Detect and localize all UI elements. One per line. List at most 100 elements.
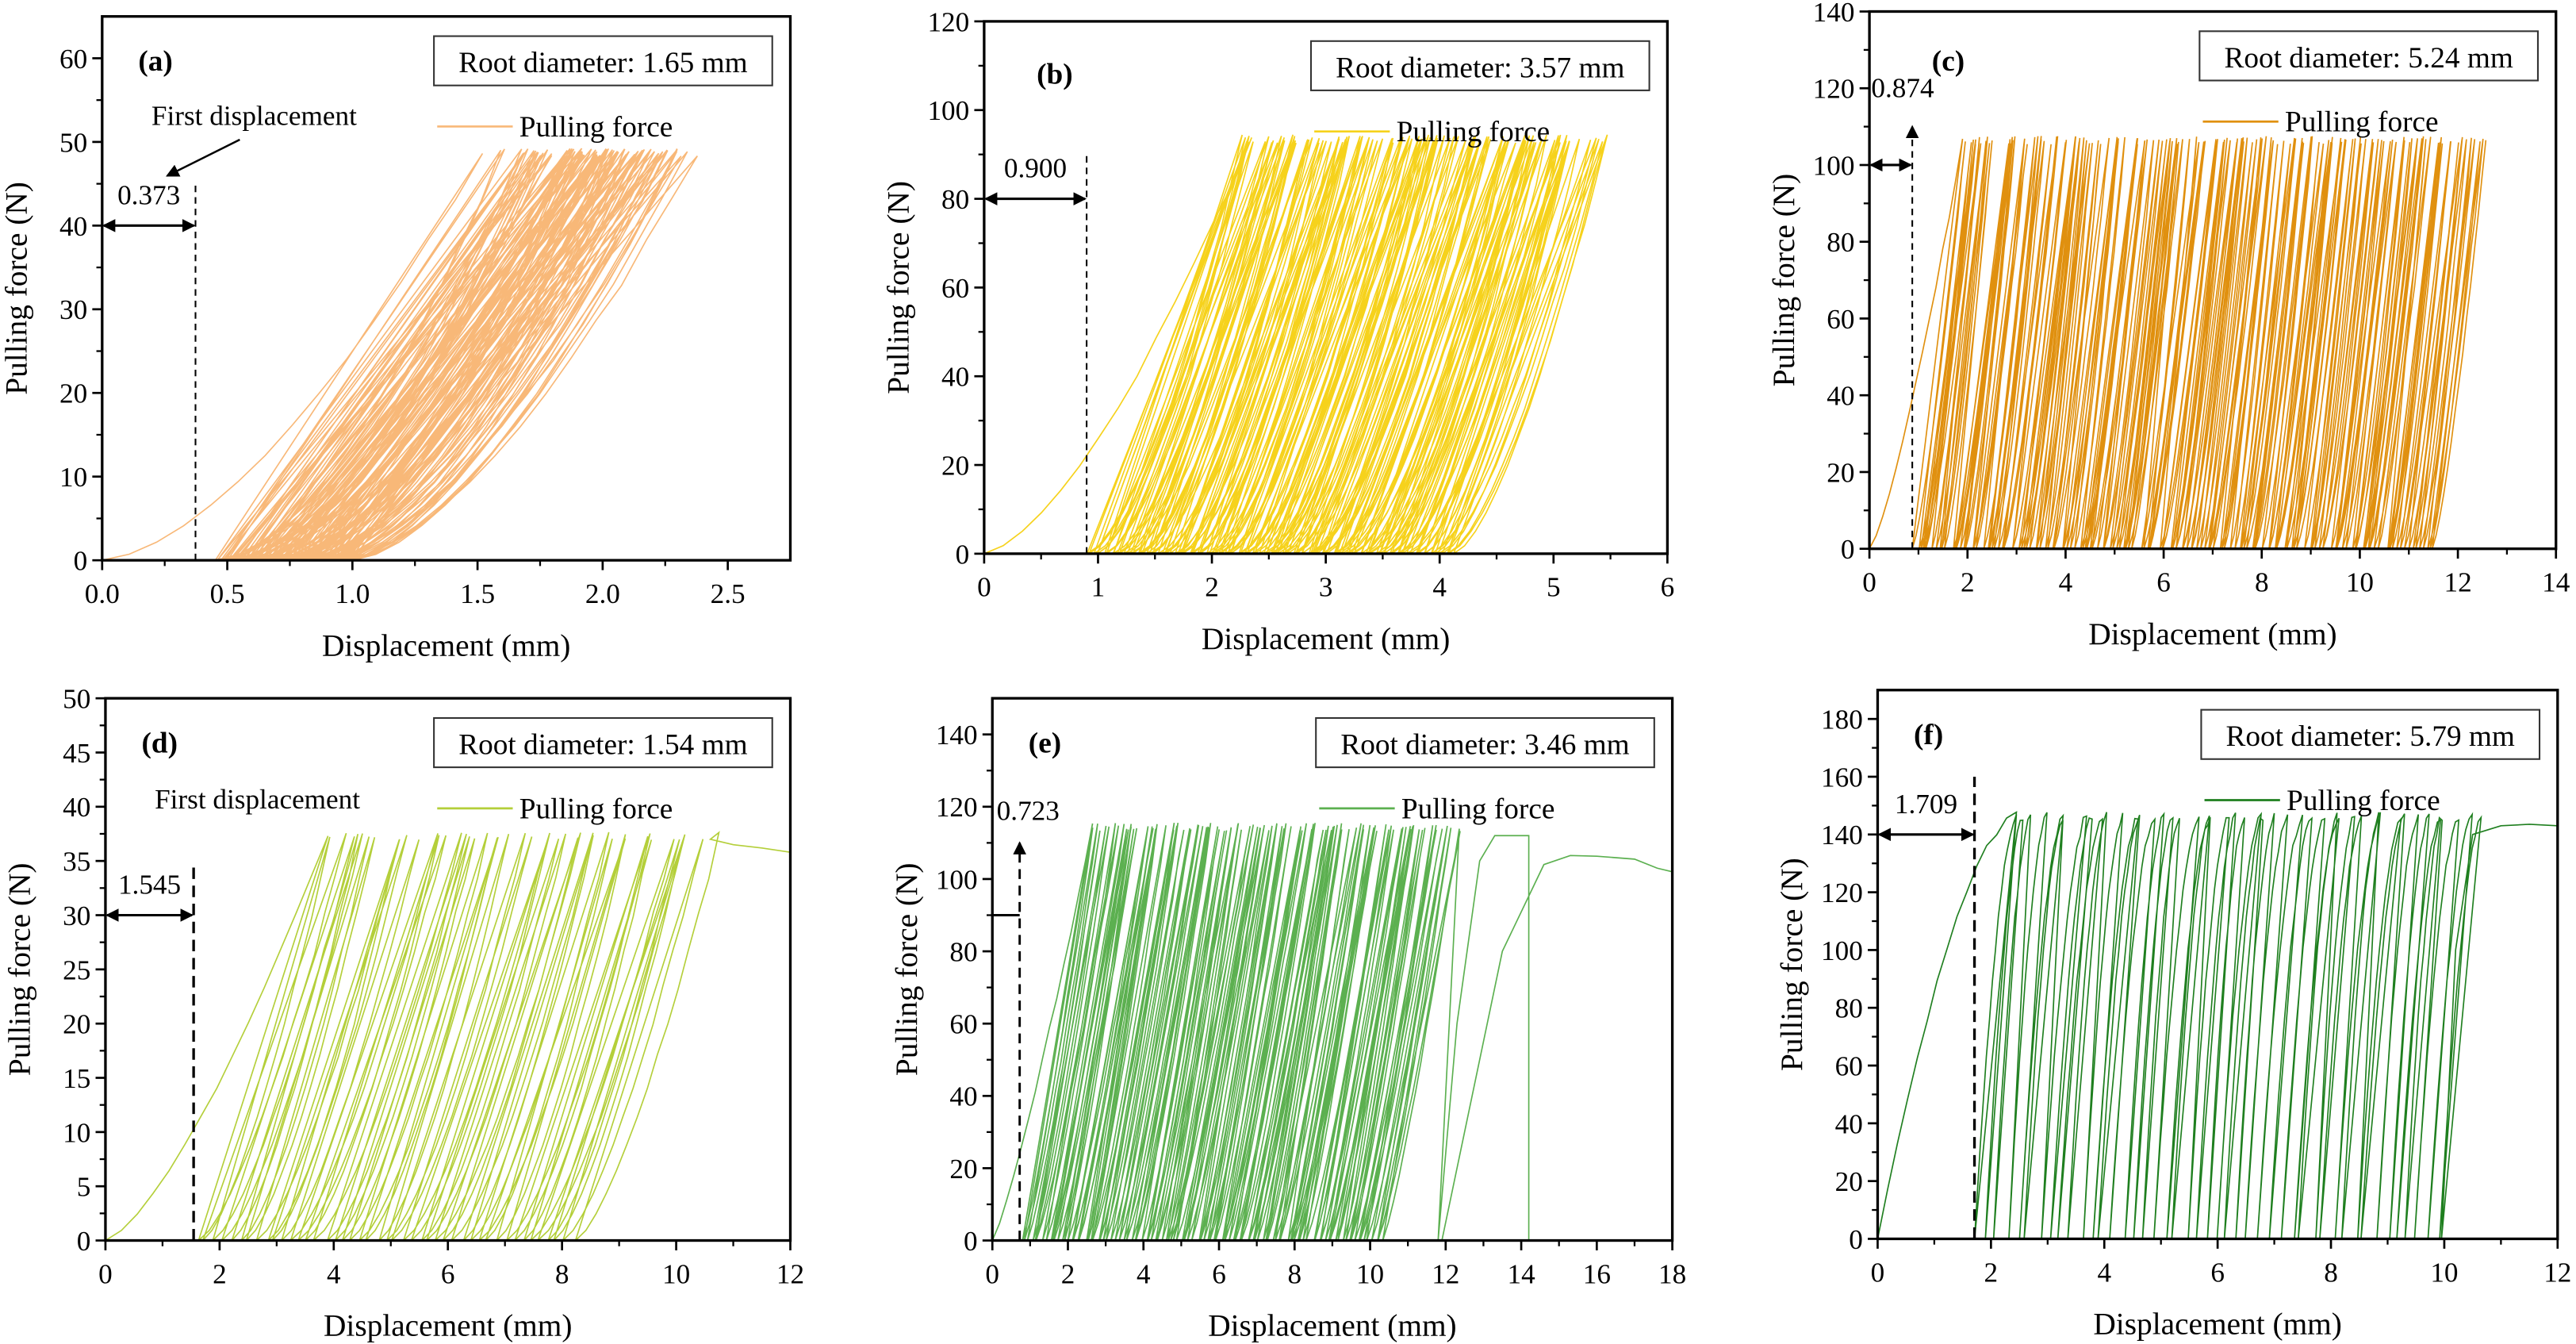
x-tick-label: 2 bbox=[213, 1258, 227, 1289]
pulling-force-series bbox=[1869, 136, 2487, 549]
y-tick-label: 100 bbox=[1813, 150, 1855, 181]
x-tick-label: 6 bbox=[1661, 572, 1675, 603]
x-tick-label: 4 bbox=[1137, 1258, 1151, 1289]
panel-label: (a) bbox=[138, 45, 172, 78]
first-displacement-caption: First displacement bbox=[151, 100, 357, 131]
x-tick-label: 1.5 bbox=[460, 578, 495, 609]
x-tick-label: 12 bbox=[2543, 1257, 2571, 1288]
x-tick-label: 4 bbox=[1432, 572, 1447, 603]
first-displacement-value: 0.900 bbox=[1004, 153, 1067, 184]
chart-panel-d: 0 2 4 6 8 10 12 0 5 10 15 20 25 30 35 40 45 50 Displacemen… bbox=[2, 684, 804, 1343]
x-tick-label: 2 bbox=[1205, 572, 1219, 603]
pulling-force-series bbox=[1877, 811, 2558, 1239]
y-tick-label: 0 bbox=[1849, 1224, 1863, 1255]
x-tick-label: 12 bbox=[2444, 567, 2471, 598]
y-axis-label: Pulling force (N) bbox=[881, 181, 916, 394]
x-tick-label: 6 bbox=[2210, 1257, 2225, 1288]
legend-label: Pulling force bbox=[2287, 785, 2440, 817]
x-tick-label: 4 bbox=[2059, 567, 2073, 598]
x-tick-label: 4 bbox=[2097, 1257, 2111, 1288]
y-tick-label: 0 bbox=[74, 546, 88, 577]
first-displacement-caption: First displacement bbox=[155, 784, 360, 815]
first-displacement-pointer-arrow bbox=[165, 138, 240, 177]
x-tick-label: 5 bbox=[1547, 572, 1561, 603]
first-displacement-value: 1.545 bbox=[118, 870, 181, 900]
panel-label: (f) bbox=[1914, 719, 1943, 751]
y-tick-label: 40 bbox=[1835, 1108, 1863, 1139]
x-tick-label: 16 bbox=[1583, 1258, 1611, 1289]
y-tick-label: 15 bbox=[63, 1063, 90, 1094]
y-tick-label: 120 bbox=[1813, 74, 1855, 105]
chart-panel-f: 0 2 4 6 8 10 12020406080100120140160180Displac… bbox=[1774, 689, 2571, 1342]
y-tick-label: 35 bbox=[63, 847, 90, 877]
chart-panel-c: 0 2 4 6 8 10 12 14020406080100120140Displacemen… bbox=[1766, 0, 2570, 651]
y-tick-label: 100 bbox=[1821, 935, 1863, 966]
y-tick-label: 80 bbox=[1835, 993, 1863, 1024]
y-tick-label: 20 bbox=[59, 378, 87, 409]
root-diameter-label: Root diameter: 1.65 mm bbox=[458, 47, 747, 79]
x-axis-label: Displacement (mm) bbox=[322, 628, 570, 662]
x-tick-label: 10 bbox=[2346, 567, 2374, 598]
x-tick-label: 14 bbox=[1507, 1258, 1535, 1289]
y-tick-label: 60 bbox=[59, 44, 87, 75]
x-tick-label: 0 bbox=[98, 1258, 113, 1289]
y-tick-label: 80 bbox=[1827, 227, 1854, 258]
x-tick-label: 0.5 bbox=[210, 578, 245, 609]
y-tick-label: 20 bbox=[949, 1154, 977, 1185]
y-tick-label: 50 bbox=[63, 684, 90, 715]
y-tick-label: 140 bbox=[1813, 0, 1855, 28]
y-tick-label: 30 bbox=[59, 294, 87, 325]
x-tick-label: 14 bbox=[2542, 567, 2570, 598]
x-tick-label: 0.0 bbox=[85, 578, 120, 609]
y-tick-label: 80 bbox=[941, 184, 969, 215]
y-tick-label: 120 bbox=[1821, 877, 1863, 908]
x-tick-label: 6 bbox=[1212, 1258, 1226, 1289]
y-tick-label: 0 bbox=[77, 1226, 91, 1257]
root-diameter-box bbox=[433, 35, 773, 86]
y-tick-label: 160 bbox=[1821, 762, 1863, 793]
x-tick-label: 12 bbox=[1432, 1258, 1459, 1289]
x-tick-label: 1 bbox=[1091, 572, 1106, 603]
y-axis-label: Pulling force (N) bbox=[2, 862, 37, 1076]
y-tick-label: 40 bbox=[63, 792, 90, 823]
root-diameter-label: Root diameter: 5.24 mm bbox=[2224, 42, 2513, 75]
x-tick-label: 8 bbox=[1287, 1258, 1301, 1289]
y-tick-label: 50 bbox=[59, 127, 87, 158]
legend-label: Pulling force bbox=[519, 793, 673, 825]
plot-frame bbox=[101, 15, 792, 562]
y-tick-label: 10 bbox=[63, 1117, 90, 1148]
x-tick-label: 2 bbox=[1061, 1258, 1075, 1289]
y-axis-label: Pulling force (N) bbox=[889, 862, 924, 1076]
y-axis-label: Pulling force (N) bbox=[1766, 174, 1801, 387]
x-axis-label: Displacement (mm) bbox=[1208, 1308, 1456, 1343]
chart-panel-a: 0.0 0.5 1.0 1.5 2.0 2.5 0 10 20 30 40 50 60 Displacem… bbox=[0, 15, 792, 662]
y-tick-label: 100 bbox=[927, 95, 969, 126]
panel-label: (d) bbox=[142, 727, 178, 759]
y-tick-label: 0 bbox=[964, 1226, 978, 1257]
y-tick-label: 40 bbox=[1827, 381, 1854, 412]
pulling-force-series bbox=[983, 134, 1608, 554]
y-tick-label: 80 bbox=[949, 936, 977, 967]
x-tick-label: 8 bbox=[555, 1258, 569, 1289]
x-tick-label: 2.0 bbox=[585, 578, 620, 609]
y-tick-label: 100 bbox=[936, 864, 978, 895]
root-diameter-label: Root diameter: 3.57 mm bbox=[1336, 52, 1624, 84]
x-tick-label: 12 bbox=[776, 1258, 804, 1289]
x-axis-label: Displacement (mm) bbox=[1202, 621, 1450, 656]
y-tick-label: 20 bbox=[941, 450, 969, 481]
y-tick-label: 30 bbox=[63, 900, 90, 931]
pulling-force-series bbox=[992, 822, 1673, 1241]
panel-label: (e) bbox=[1029, 727, 1061, 759]
x-tick-label: 0 bbox=[977, 572, 991, 603]
x-tick-label: 8 bbox=[2255, 567, 2269, 598]
root-diameter-box bbox=[2200, 708, 2541, 760]
y-tick-label: 0 bbox=[1841, 534, 1855, 565]
y-tick-label: 25 bbox=[63, 954, 90, 985]
root-diameter-box bbox=[1315, 716, 1655, 769]
x-tick-label: 0 bbox=[1862, 567, 1876, 598]
x-tick-label: 2 bbox=[1984, 1257, 1999, 1288]
y-tick-label: 20 bbox=[63, 1009, 90, 1040]
x-tick-label: 10 bbox=[662, 1258, 690, 1289]
y-tick-label: 45 bbox=[63, 738, 90, 769]
chart-panel-e: 0 2 4 6 8 10 12 14 16 18 0 20 40 60 80 100 120 140 Displac… bbox=[889, 697, 1686, 1343]
